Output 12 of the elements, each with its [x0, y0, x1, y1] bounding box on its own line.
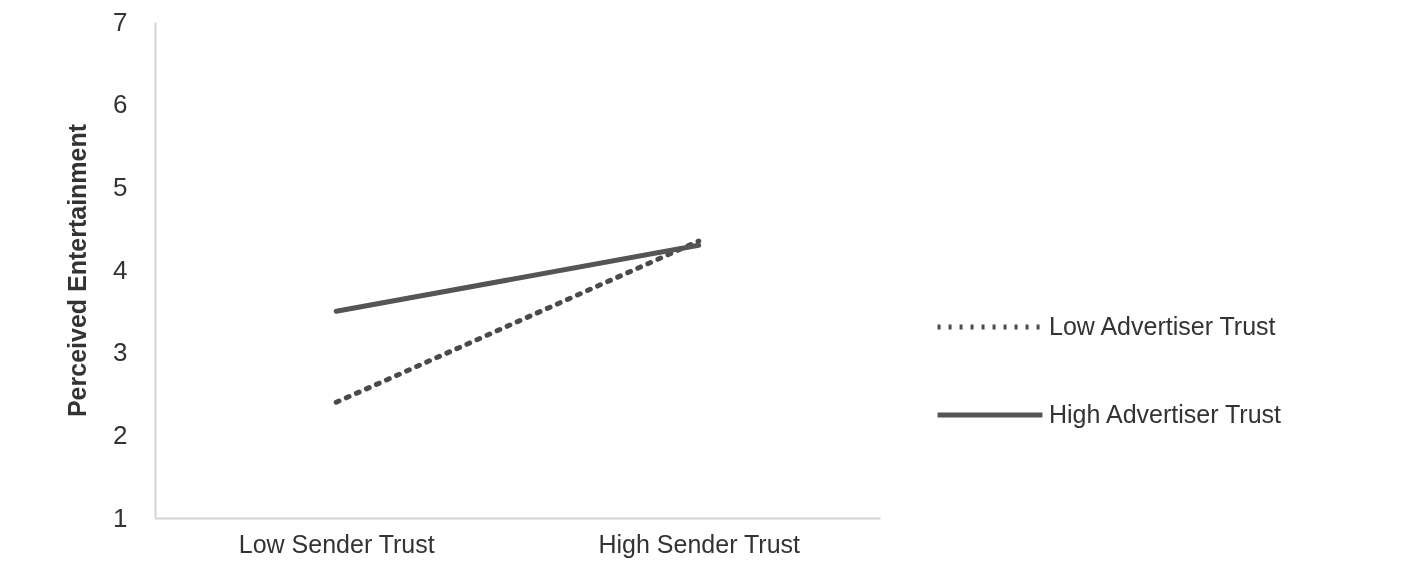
x-tick-label: Low Sender Trust — [238, 529, 435, 558]
y-tick-label: 4 — [113, 254, 128, 285]
y-tick-label: 3 — [113, 337, 128, 368]
x-tick-label: High Sender Trust — [598, 529, 801, 558]
y-tick-label: 7 — [113, 6, 128, 37]
y-axis-title: Perceived Entertainment — [63, 123, 92, 418]
y-tick-label: 2 — [113, 419, 128, 450]
legend-label: High Advertiser Trust — [1049, 400, 1282, 428]
y-tick-label: 1 — [113, 502, 128, 533]
y-tick-label: 5 — [113, 171, 128, 202]
legend-label: Low Advertiser Trust — [1049, 312, 1276, 340]
y-tick-label: 6 — [113, 89, 128, 120]
